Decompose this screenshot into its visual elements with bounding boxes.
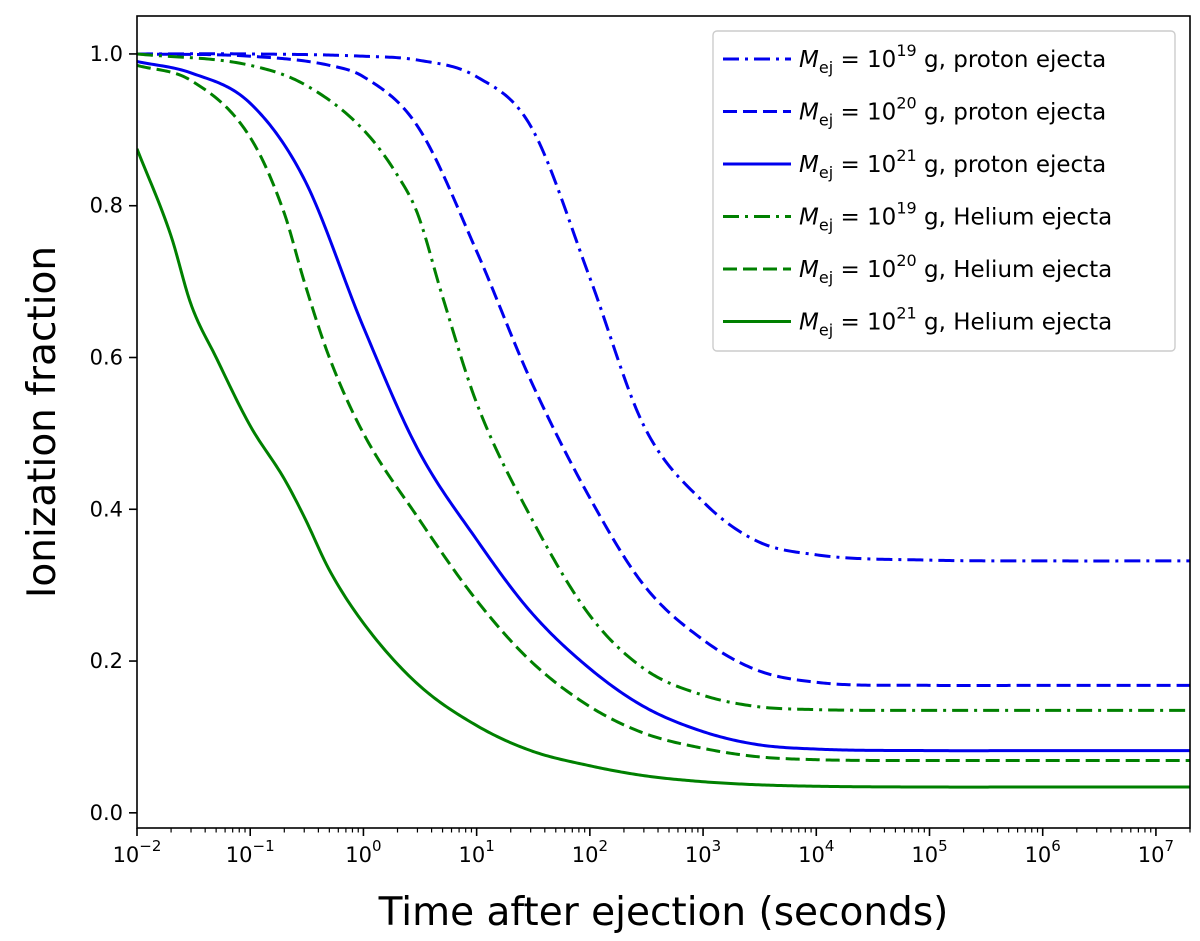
series-line-4 (137, 52, 1190, 712)
legend-label-1: Mej = 1019 g, proton ejecta (799, 41, 1106, 77)
y-tick-label: 0.2 (90, 649, 123, 673)
data-series-group (137, 52, 1190, 789)
legend-label-4: Mej = 1019 g, Helium ejecta (799, 199, 1112, 235)
series-line-2 (137, 52, 1190, 688)
legend-label-2: Mej = 1020 g, proton ejecta (799, 94, 1106, 130)
y-tick-label: 1.0 (90, 42, 123, 66)
series-line-6 (137, 148, 1190, 789)
y-tick-label: 0.6 (90, 345, 123, 369)
series-line-1 (137, 52, 1190, 563)
x-tick-label: 106 (1025, 837, 1061, 867)
legend-label-5: Mej = 1020 g, Helium ejecta (799, 251, 1112, 287)
axis-ticks-group: 10−2 10−1 100 101 102 103 104 105 106 107 0.0 0.2 0.… (90, 42, 1191, 867)
x-tick-label: 102 (572, 837, 608, 867)
series-line-5 (137, 63, 1190, 763)
legend-box (712, 30, 1176, 352)
x-tick-label: 10−1 (226, 837, 275, 867)
x-tick-label: 107 (1138, 837, 1174, 867)
x-axis-title: Time after ejection (seconds) (378, 890, 949, 935)
x-tick-label: 10−2 (113, 837, 162, 867)
x-tick-label: 105 (911, 837, 947, 867)
y-tick-label: 0.8 (90, 194, 123, 218)
x-tick-label: 104 (798, 837, 834, 867)
y-tick-label: 0.4 (90, 497, 123, 521)
x-tick-label: 100 (345, 837, 381, 867)
x-tick-label: 101 (458, 837, 494, 867)
series-line-3 (137, 60, 1190, 753)
plot-frame (136, 15, 1191, 829)
legend-label-6: Mej = 1021 g, Helium ejecta (799, 304, 1112, 340)
y-axis-title: Ionization fraction (20, 246, 65, 598)
legend-label-3: Mej = 1021 g, proton ejecta (799, 146, 1106, 182)
legend: Mej = 1019 g, proton ejecta Mej = 1020 g,… (712, 30, 1176, 352)
x-tick-label: 103 (685, 837, 721, 867)
y-tick-label: 0.0 (90, 801, 123, 825)
